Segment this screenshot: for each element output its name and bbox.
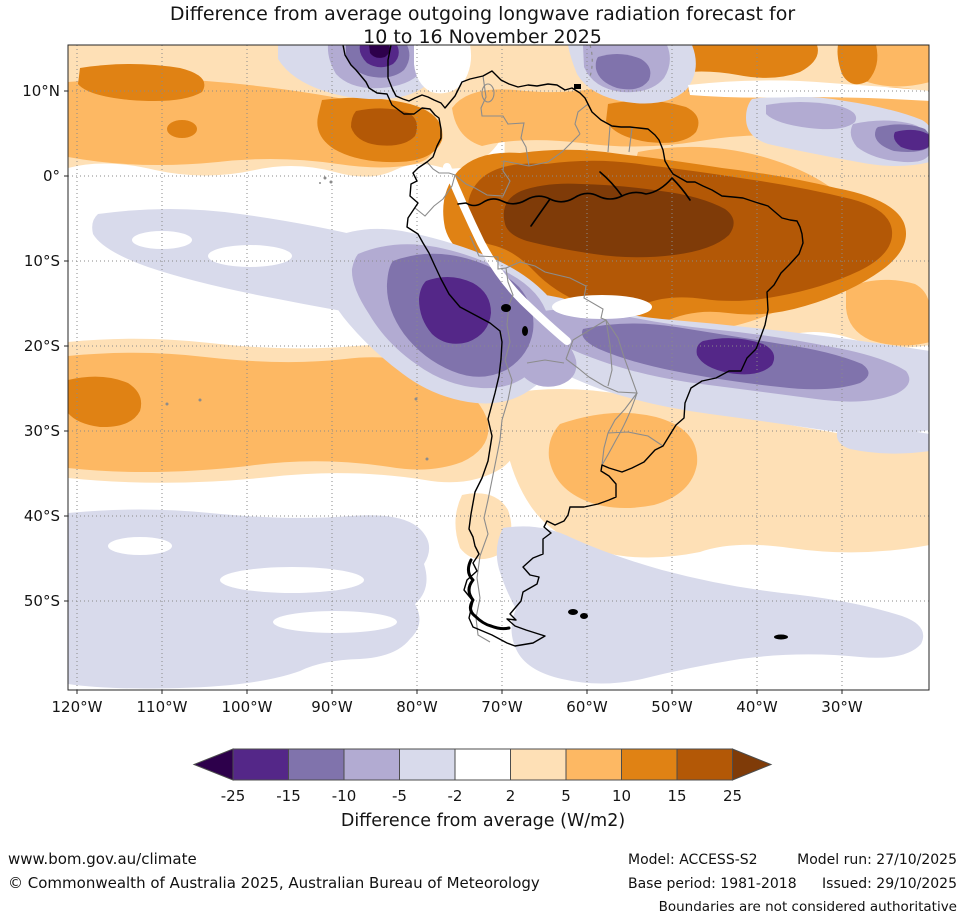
colorbar-tick: 15 (667, 787, 686, 805)
olr-anomaly-map: 10°N 0° 10°S 20°S 30°S 40°S 50°S 120°W 1… (22, 44, 930, 831)
footer-copyright: © Commonwealth of Australia 2025, Austra… (8, 874, 540, 892)
field-blob (68, 509, 430, 689)
lat-axis-label: 30°S (24, 422, 60, 440)
field-blob (108, 537, 172, 555)
field-blob (893, 129, 929, 151)
colorbar-tick: -2 (448, 787, 463, 805)
colorbar-segment (232, 748, 289, 781)
field-blob (496, 526, 924, 684)
field-blob (132, 231, 192, 249)
colorbar-segment (621, 748, 678, 781)
lat-axis-label: 50°S (24, 592, 60, 610)
colorbar-left-arrow (192, 748, 234, 781)
field-blob (595, 53, 651, 90)
colorbar-tick: -15 (276, 787, 301, 805)
base-period-label: Base period: 1981-2018 (628, 876, 797, 892)
lat-axis: 10°N 0° 10°S 20°S 30°S 40°S 50°S (22, 82, 60, 610)
field-blob (167, 120, 197, 138)
field-blob (220, 567, 364, 593)
field-blob (273, 611, 397, 633)
colorbar-segment (565, 748, 622, 781)
model-label: Model: ACCESS-S2 (628, 852, 758, 868)
antilles-islands (588, 45, 593, 81)
page-title-line1: Difference from average outgoing longwav… (169, 3, 796, 25)
colorbar-tick: 25 (723, 787, 742, 805)
field-blob (548, 412, 698, 509)
lat-axis-label: 0° (43, 167, 60, 185)
field-blob (68, 352, 489, 473)
patagonia-fjords (466, 558, 511, 631)
colorbar-segment (676, 748, 733, 781)
page-title: Difference from average outgoing longwav… (0, 3, 965, 49)
anomaly-field (68, 45, 929, 690)
colorbar-tick: 10 (612, 787, 631, 805)
colorbar-tick: -10 (332, 787, 357, 805)
colorbar-ticks: -25 -15 -10 -5 -2 2 5 10 15 25 (221, 787, 742, 805)
colorbar-right-arrow (732, 748, 773, 781)
lon-axis-label: 60°W (566, 698, 608, 716)
colorbar-segment (454, 748, 511, 781)
map-frame (67, 44, 930, 691)
field-blob (351, 108, 417, 146)
issued-label: Issued: 29/10/2025 (822, 876, 957, 892)
field-blob (369, 45, 390, 58)
page-title-line2: 10 to 16 November 2025 (363, 26, 602, 48)
field-blob (836, 428, 929, 454)
lon-axis-label: 70°W (481, 698, 523, 716)
small-islands (165, 176, 429, 461)
colorbar-tick: 2 (506, 787, 516, 805)
lon-axis-label: 100°W (222, 698, 273, 716)
lat-axis-label: 10°N (22, 82, 60, 100)
lon-axis: 120°W 110°W 100°W 90°W 80°W 70°W 60°W 50… (52, 698, 863, 716)
boundaries-disclaimer: Boundaries are not considered authoritat… (658, 899, 957, 915)
colorbar-tick: 5 (561, 787, 571, 805)
lon-axis-label: 110°W (137, 698, 188, 716)
field-blob (78, 64, 205, 101)
colorbar: -25 -15 -10 -5 -2 2 5 10 15 25 Differenc… (192, 748, 773, 831)
footer-url: www.bom.gov.au/climate (8, 850, 197, 868)
lon-axis-label: 120°W (52, 698, 103, 716)
lon-axis-label: 50°W (651, 698, 693, 716)
lat-axis-label: 10°S (24, 252, 60, 270)
field-blob (455, 493, 512, 560)
field-blob (552, 295, 652, 319)
colorbar-tick: -25 (221, 787, 246, 805)
lon-axis-label: 30°W (821, 698, 863, 716)
country-borders (414, 75, 664, 643)
field-blob (208, 245, 292, 267)
colorbar-tick: -5 (392, 787, 407, 805)
colorbar-segment (399, 748, 456, 781)
lon-axis-label: 40°W (736, 698, 778, 716)
colorbar-segment (343, 748, 400, 781)
field-blob (68, 376, 142, 428)
lon-axis-label: 90°W (311, 698, 353, 716)
field-blob (419, 276, 491, 344)
field-blob (414, 45, 472, 94)
colorbar-caption: Difference from average (W/m2) (341, 811, 625, 831)
amazon-river (457, 171, 691, 227)
axis-ticks (64, 90, 843, 694)
lakes-islands (501, 84, 788, 640)
colorbar-segment (510, 748, 567, 781)
field-blob (696, 338, 775, 375)
model-run-label: Model run: 27/10/2025 (797, 852, 957, 868)
field-blob (766, 102, 857, 130)
field-blob (606, 100, 699, 143)
colorbar-segment (288, 748, 345, 781)
field-blob (837, 45, 878, 85)
south-america-coastline (342, 45, 804, 647)
lat-axis-label: 40°S (24, 507, 60, 525)
andes-white-strip (443, 163, 571, 345)
lat-axis-label: 20°S (24, 337, 60, 355)
field-blob (846, 279, 929, 346)
map-svg: 10°N 0° 10°S 20°S 30°S 40°S 50°S 120°W 1… (22, 44, 930, 831)
lon-axis-label: 80°W (396, 698, 438, 716)
geography (165, 45, 804, 647)
